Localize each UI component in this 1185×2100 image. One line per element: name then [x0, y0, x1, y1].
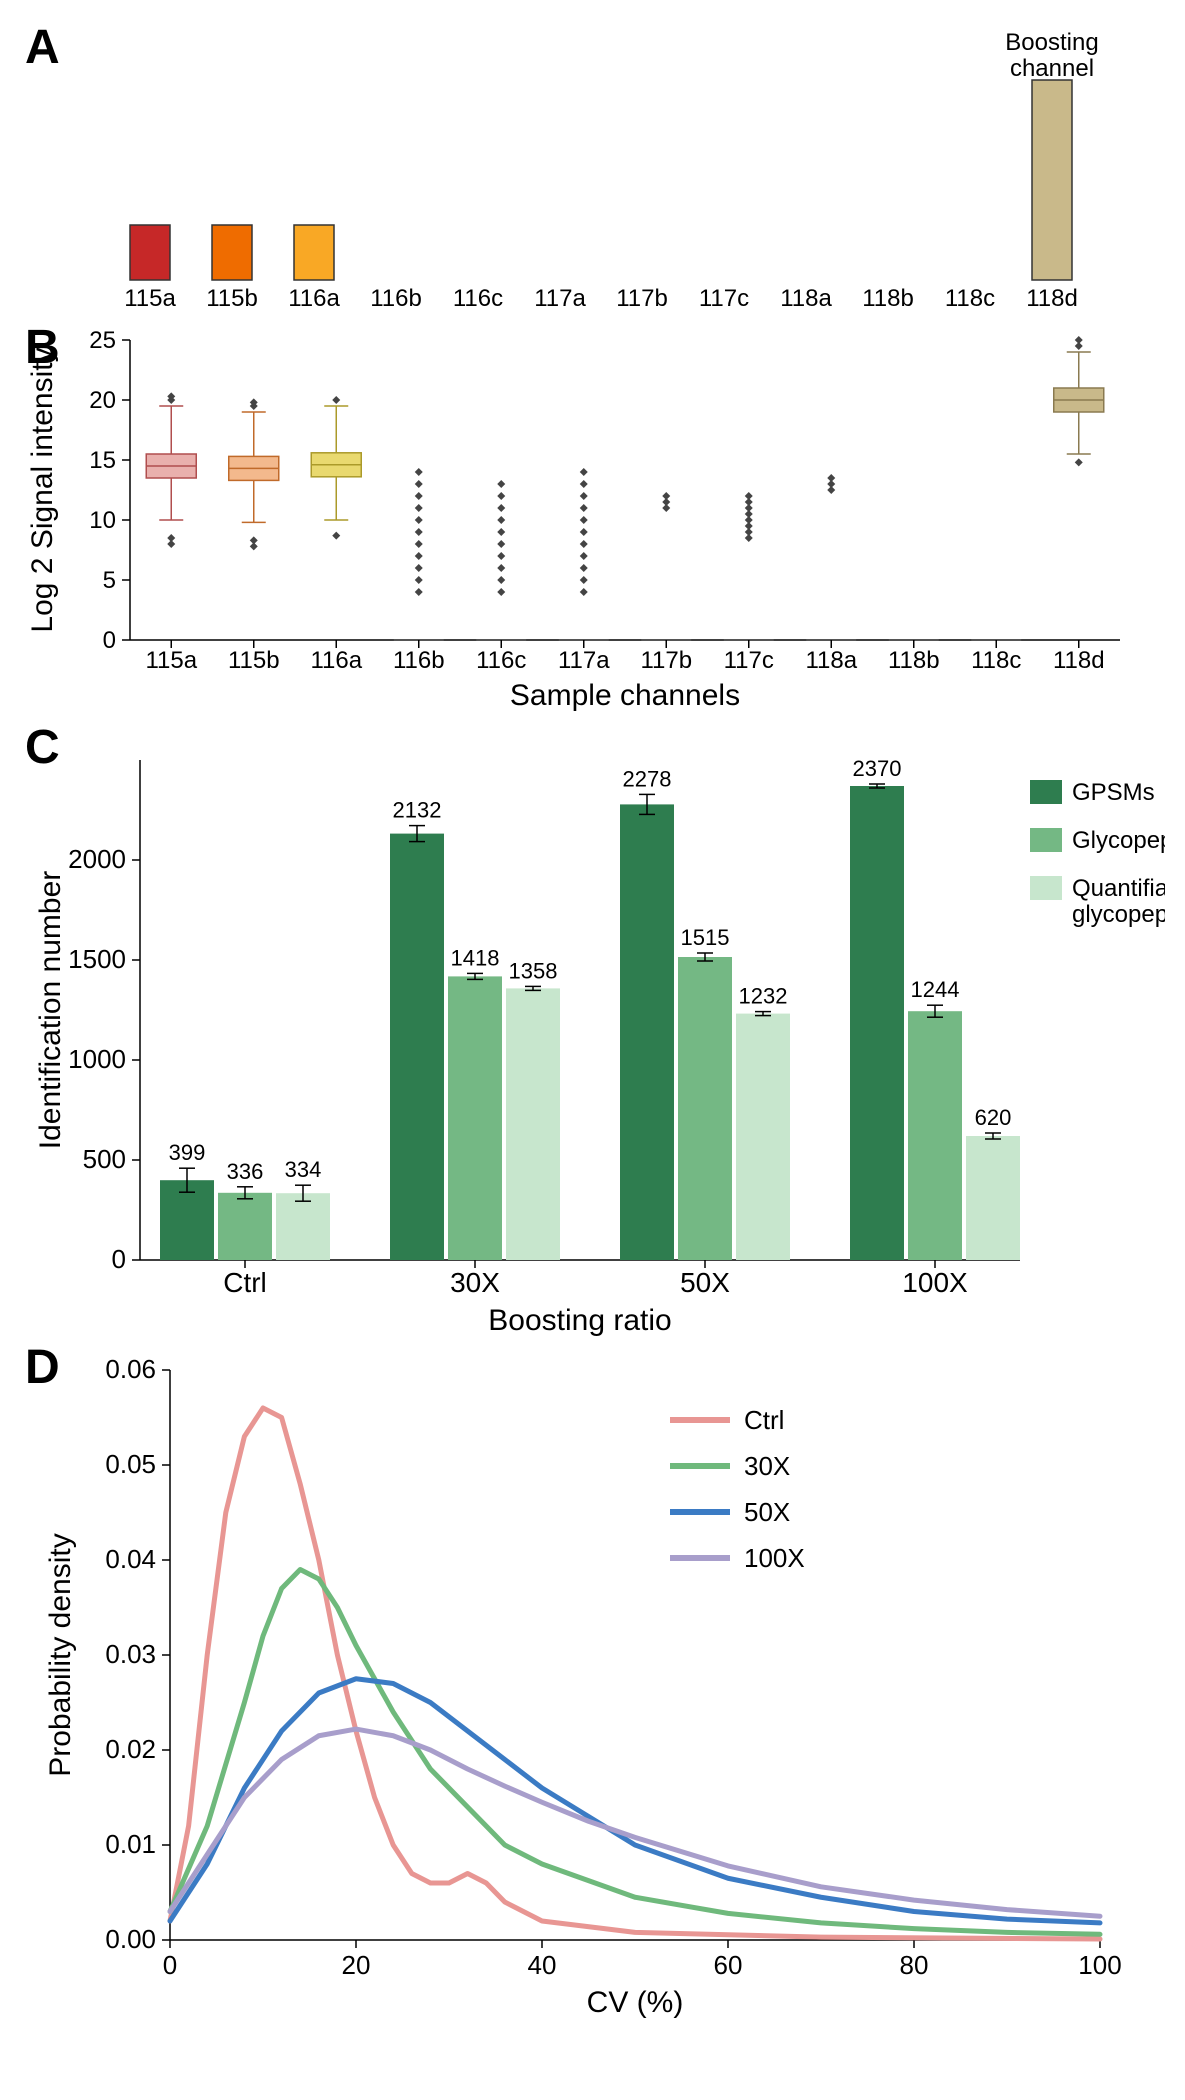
svg-text:336: 336 — [227, 1159, 264, 1184]
svg-text:334: 334 — [285, 1157, 322, 1182]
panel-a-label: A — [25, 20, 60, 75]
svg-text:0: 0 — [163, 1950, 177, 1980]
svg-text:115a: 115a — [124, 285, 176, 312]
svg-text:116c: 116c — [476, 647, 526, 674]
panel-c-label: C — [25, 720, 60, 775]
svg-text:30X: 30X — [450, 1267, 500, 1298]
svg-text:CV (%): CV (%) — [587, 1986, 684, 2019]
svg-text:20: 20 — [89, 387, 116, 414]
svg-text:Quantifiable: Quantifiable — [1072, 875, 1165, 902]
svg-text:50X: 50X — [744, 1497, 790, 1527]
svg-text:25: 25 — [89, 327, 116, 354]
svg-text:10: 10 — [89, 507, 116, 534]
svg-text:116b: 116b — [370, 285, 422, 312]
svg-text:Probability density: Probability density — [44, 1533, 77, 1776]
svg-text:30X: 30X — [744, 1451, 790, 1481]
svg-text:118d: 118d — [1053, 647, 1105, 674]
svg-text:1418: 1418 — [451, 945, 500, 970]
svg-text:glycopeptides: glycopeptides — [1072, 901, 1165, 928]
svg-text:115a: 115a — [145, 647, 197, 674]
svg-text:117a: 117a — [534, 285, 586, 312]
panel-c: C 0 500 1000 1500 2000 399 336 334 Ctrl 2132 1418 1… — [20, 720, 1165, 1340]
svg-text:20: 20 — [342, 1950, 371, 1980]
panel-d-chart: 0.00 0.01 0.02 0.03 0.04 0.05 0.06 0 20 40 60 80 100… — [20, 1340, 1165, 2040]
svg-text:Log 2 Signal intensity: Log 2 Signal intensity — [26, 347, 59, 632]
svg-text:15: 15 — [89, 447, 116, 474]
svg-text:500: 500 — [83, 1144, 126, 1174]
svg-text:118b: 118b — [888, 647, 940, 674]
figure: A Boostingchannel 115a 115b 116a 116b 116c 117… — [20, 20, 1165, 2040]
svg-text:40: 40 — [528, 1950, 557, 1980]
panel-d-label: D — [25, 1340, 60, 1395]
svg-text:80: 80 — [900, 1950, 929, 1980]
svg-text:Ctrl: Ctrl — [223, 1267, 267, 1298]
svg-text:118a: 118a — [805, 647, 857, 674]
svg-text:2000: 2000 — [68, 844, 126, 874]
svg-text:118c: 118c — [971, 647, 1021, 674]
svg-text:118b: 118b — [862, 285, 914, 312]
panel-b-chart: 0 5 10 15 20 25 115a 115b 116a 116b 116c 117a 117b 11… — [20, 320, 1165, 720]
svg-text:399: 399 — [169, 1140, 206, 1165]
svg-text:channel: channel — [1010, 55, 1094, 82]
svg-text:117b: 117b — [640, 647, 692, 674]
panel-a-chart: Boostingchannel 115a 115b 116a 116b 116c 117a 1… — [20, 20, 1165, 320]
svg-text:2278: 2278 — [623, 766, 672, 791]
svg-text:Identification number: Identification number — [34, 871, 67, 1150]
svg-text:620: 620 — [975, 1105, 1012, 1130]
svg-text:1500: 1500 — [68, 944, 126, 974]
svg-text:118c: 118c — [945, 285, 995, 312]
svg-text:0.06: 0.06 — [105, 1354, 156, 1384]
svg-text:0.04: 0.04 — [105, 1544, 156, 1574]
svg-text:0.02: 0.02 — [105, 1734, 156, 1764]
svg-text:117c: 117c — [699, 285, 749, 312]
panel-b-label: B — [25, 320, 60, 375]
svg-text:116b: 116b — [393, 647, 445, 674]
svg-text:116a: 116a — [288, 285, 340, 312]
svg-text:0.03: 0.03 — [105, 1639, 156, 1669]
svg-text:Glycopeptides: Glycopeptides — [1072, 827, 1165, 854]
svg-text:118a: 118a — [780, 285, 832, 312]
svg-text:0: 0 — [103, 627, 116, 654]
panel-d: D 0.00 0.01 0.02 0.03 0.04 0.05 0.06 0 20 40 60 80 1… — [20, 1340, 1165, 2040]
svg-text:GPSMs: GPSMs — [1072, 779, 1155, 806]
svg-text:60: 60 — [714, 1950, 743, 1980]
svg-text:117b: 117b — [616, 285, 668, 312]
svg-text:116c: 116c — [453, 285, 503, 312]
svg-text:0.00: 0.00 — [105, 1924, 156, 1954]
svg-text:115b: 115b — [206, 285, 258, 312]
svg-text:1244: 1244 — [911, 977, 960, 1002]
svg-text:1515: 1515 — [681, 925, 730, 950]
svg-text:Boosting: Boosting — [1005, 29, 1098, 56]
panel-c-chart: 0 500 1000 1500 2000 399 336 334 Ctrl 2132 1418 135… — [20, 720, 1165, 1340]
svg-text:Boosting ratio: Boosting ratio — [488, 1304, 671, 1337]
svg-text:118d: 118d — [1026, 285, 1078, 312]
svg-text:2370: 2370 — [853, 756, 902, 781]
svg-text:0.05: 0.05 — [105, 1449, 156, 1479]
svg-text:116a: 116a — [310, 647, 362, 674]
svg-text:Ctrl: Ctrl — [744, 1405, 784, 1435]
svg-text:100: 100 — [1078, 1950, 1121, 1980]
svg-text:100X: 100X — [902, 1267, 968, 1298]
svg-text:117a: 117a — [558, 647, 610, 674]
svg-text:100X: 100X — [744, 1543, 805, 1573]
svg-text:Sample channels: Sample channels — [510, 679, 740, 712]
svg-text:1000: 1000 — [68, 1044, 126, 1074]
svg-text:5: 5 — [103, 567, 116, 594]
svg-text:2132: 2132 — [393, 798, 442, 823]
svg-text:115b: 115b — [228, 647, 280, 674]
svg-text:0.01: 0.01 — [105, 1829, 156, 1859]
svg-text:0: 0 — [112, 1244, 126, 1274]
svg-text:50X: 50X — [680, 1267, 730, 1298]
svg-text:1358: 1358 — [509, 958, 558, 983]
panel-b: B 0 5 10 15 20 25 115a 115b 116a 116b 116c 117a 117b… — [20, 320, 1165, 720]
svg-text:117c: 117c — [724, 647, 774, 674]
panel-a: A Boostingchannel 115a 115b 116a 116b 116c 117… — [20, 20, 1165, 320]
svg-text:1232: 1232 — [739, 984, 788, 1009]
